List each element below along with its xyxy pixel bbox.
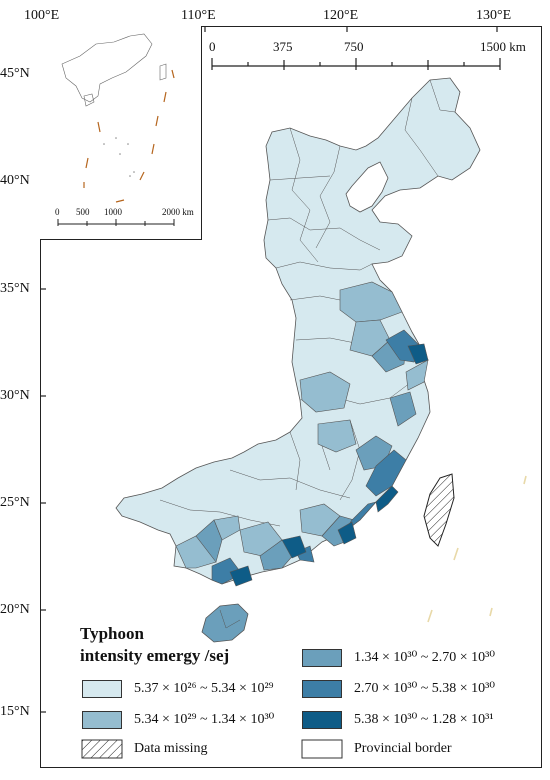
prefecture-borders [159, 79, 456, 527]
lon-label-100: 100°E [24, 8, 60, 23]
legend-label-class3: 1.34 × 10³⁰ ~ 2.70 × 10³⁰ [354, 650, 495, 665]
lon-label-120: 120°E [323, 8, 359, 23]
inset-scale-label-1000: 1000 [104, 207, 122, 217]
legend-label-border: Provincial border [354, 741, 452, 756]
lat-label-45: 45°N [0, 66, 30, 81]
legend-swatch-class2 [82, 711, 122, 729]
lat-label-40: 40°N [0, 173, 30, 188]
map-frame [40, 26, 542, 768]
scale-label-750: 750 [344, 39, 364, 54]
inset-coastline [61, 33, 153, 103]
legend-swatch-class5 [302, 711, 342, 729]
main-scale-bar [211, 58, 501, 70]
scale-label-1500: 1500 km [480, 39, 526, 54]
legend-swatch-class1 [82, 680, 122, 698]
legend-label-missing: Data missing [134, 741, 208, 756]
lat-label-25: 25°N [0, 495, 30, 510]
inset-scale-label-2000: 2000 km [162, 207, 194, 217]
legend-label-class5: 5.38 × 10³⁰ ~ 1.28 × 10³¹ [354, 712, 494, 727]
lon-label-130: 130°E [476, 8, 512, 23]
legend-label-class4: 2.70 × 10³⁰ ~ 5.38 × 10³⁰ [354, 681, 495, 696]
bohai-sea [345, 161, 389, 213]
region-hainan [201, 603, 249, 643]
inset-scale-label-500: 500 [76, 207, 90, 217]
legend-title-line1: Typhoon [80, 624, 144, 643]
legend-swatch-class3 [302, 649, 342, 667]
lat-label-15: 15°N [0, 704, 30, 719]
legend-swatch-class4 [302, 680, 342, 698]
inset-hainan [83, 93, 95, 107]
sea-islands [427, 475, 527, 623]
class2-regions [175, 281, 429, 569]
class5-regions [229, 343, 429, 587]
inset-scale-bar [57, 219, 175, 226]
inset-scale-label-0: 0 [55, 207, 60, 217]
legend-label-class2: 5.34 × 10²⁹ ~ 1.34 × 10³⁰ [134, 712, 275, 727]
inset-taiwan [159, 63, 167, 81]
legend-label-class1: 5.37 × 10²⁶ ~ 5.34 × 10²⁹ [134, 681, 274, 696]
legend-title-line2: intensity emergy /sej [80, 646, 230, 665]
inset-canvas [57, 33, 175, 226]
inset-islands [103, 137, 135, 177]
region-taiwan-missing [423, 473, 455, 547]
inset-map: 0 500 1000 2000 km [40, 26, 202, 240]
scale-label-0: 0 [209, 39, 216, 54]
lat-label-30: 30°N [0, 388, 30, 403]
inset-nine-dash-line [83, 69, 175, 203]
scale-label-375: 375 [273, 39, 293, 54]
lon-label-110: 110°E [181, 8, 216, 23]
lat-label-20: 20°N [0, 602, 30, 617]
lat-label-35: 35°N [0, 281, 30, 296]
